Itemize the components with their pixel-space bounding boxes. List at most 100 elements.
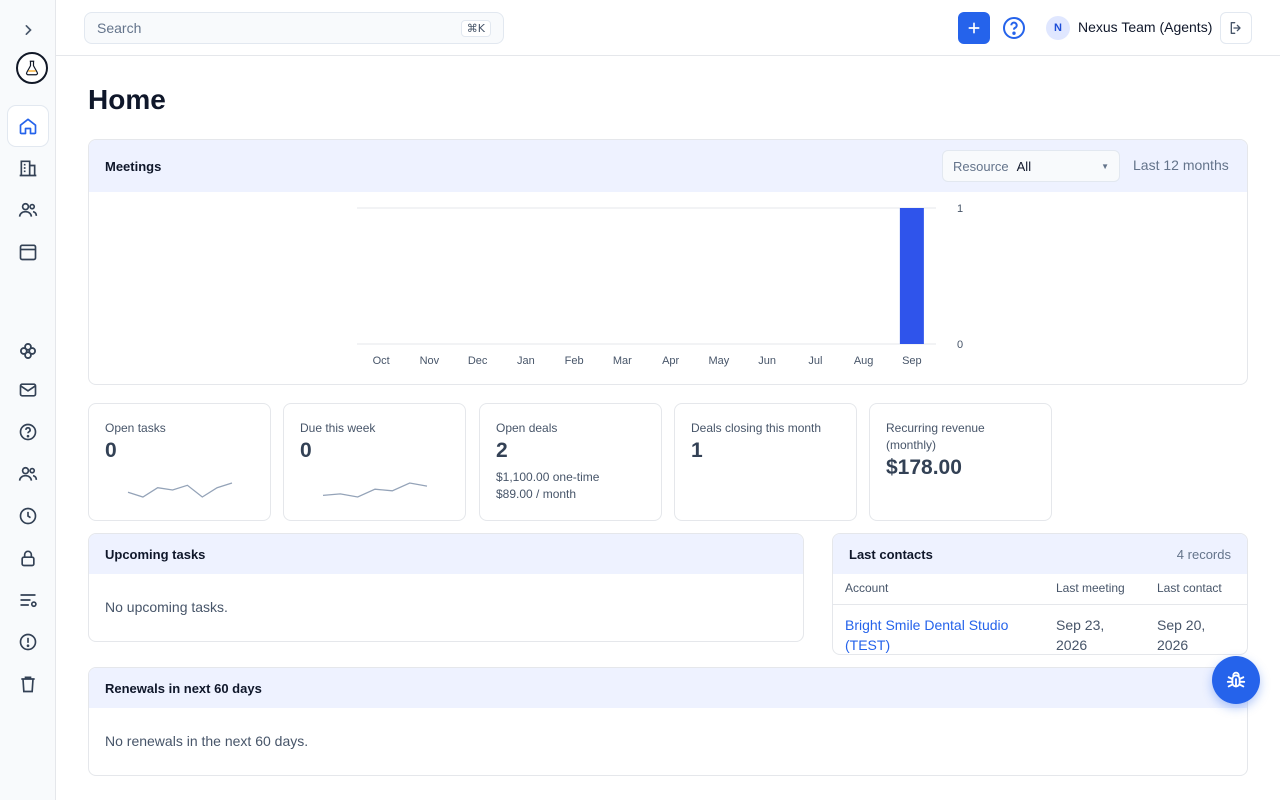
stat-card-open-deals: Open deals 2 $1,100.00 one-time $89.00 /… <box>479 403 662 521</box>
sidebar <box>0 0 56 800</box>
table-header-row: Account Last meeting Last contact <box>833 574 1247 605</box>
table-row[interactable]: Bright Smile Dental Studio (TEST) Sep 23… <box>833 605 1247 655</box>
users-icon <box>18 202 38 217</box>
last-meeting-cell: Sep 23, 2026 <box>1056 617 1105 653</box>
search-bar[interactable]: ⌘K <box>84 12 504 44</box>
calendar-icon <box>19 244 37 261</box>
resource-value: All <box>1016 158 1032 174</box>
x-tick-label: Jun <box>758 355 776 367</box>
y-tick-label: 0 <box>957 339 963 351</box>
column-header-last-meeting[interactable]: Last meeting <box>1044 574 1145 605</box>
team-avatar[interactable]: N <box>1046 16 1070 40</box>
stat-card-due-this-week: Due this week 0 <box>283 403 466 521</box>
sparkline <box>127 482 233 498</box>
bug-report-button[interactable] <box>1212 656 1260 704</box>
x-tick-label: Oct <box>373 355 390 367</box>
plus-icon <box>968 22 980 34</box>
search-shortcut: ⌘K <box>460 19 491 37</box>
app-logo[interactable] <box>16 52 48 84</box>
renewals-card: Renewals in next 60 days No renewals in … <box>88 667 1248 776</box>
last-contacts-title: Last contacts <box>849 546 933 562</box>
sidebar-item-mail[interactable] <box>8 370 48 410</box>
column-header-last-contact[interactable]: Last contact <box>1145 574 1247 605</box>
alert-icon <box>19 633 37 651</box>
stat-label: Recurring revenue (monthly) <box>886 421 985 452</box>
team-icon <box>18 466 38 481</box>
sidebar-item-trash[interactable] <box>8 664 48 704</box>
range-label[interactable]: Last 12 months <box>1133 157 1229 173</box>
sidebar-item-calendar[interactable] <box>8 232 48 272</box>
last-contacts-card: Last contacts 4 records Account Last mee… <box>832 533 1248 655</box>
sidebar-item-settings[interactable] <box>8 580 48 620</box>
last-contacts-header: Last contacts 4 records <box>833 534 1247 574</box>
meetings-chart: 0 1 Oct Nov Dec Jan Feb Mar Apr May Jun Jul Aug Sep <box>357 203 963 367</box>
records-count: 4 records <box>1176 547 1231 562</box>
stat-label: Deals closing this month <box>691 421 822 435</box>
x-tick-label: Aug <box>854 355 874 367</box>
stat-card-deals-closing: Deals closing this month 1 <box>674 403 857 521</box>
meetings-header: Meetings Resource All ▼ Last 12 months <box>89 140 1247 192</box>
home-icon <box>19 118 37 135</box>
lock-icon <box>21 550 35 567</box>
chevron-right-icon <box>25 25 32 36</box>
sidebar-item-team[interactable] <box>8 454 48 494</box>
x-tick-label: Mar <box>613 355 632 367</box>
sidebar-item-alerts[interactable] <box>8 622 48 662</box>
stat-value: 0 <box>105 439 117 462</box>
x-tick-label: Sep <box>902 355 922 367</box>
help-icon <box>19 423 37 441</box>
upcoming-tasks-empty: No upcoming tasks. <box>105 599 228 615</box>
meetings-title: Meetings <box>105 158 162 174</box>
renewals-empty: No renewals in the next 60 days. <box>105 733 309 749</box>
sidebar-item-help[interactable] <box>8 412 48 452</box>
list-settings-icon <box>20 594 37 608</box>
stat-sub-one-time: $1,100.00 one-time <box>496 470 600 484</box>
sidebar-item-security[interactable] <box>8 538 48 578</box>
expand-sidebar-button[interactable] <box>8 10 48 50</box>
meetings-card: Meetings Resource All ▼ Last 12 months 0… <box>88 139 1248 385</box>
mail-icon <box>19 383 37 397</box>
stat-card-open-tasks: Open tasks 0 <box>88 403 271 521</box>
sidebar-item-accounts[interactable] <box>8 148 48 188</box>
x-tick-label: Dec <box>468 355 488 367</box>
sidebar-item-home[interactable] <box>8 106 48 146</box>
clock-icon <box>19 507 37 525</box>
upcoming-tasks-title: Upcoming tasks <box>89 534 803 574</box>
stat-value: $178.00 <box>886 456 962 479</box>
sidebar-item-history[interactable] <box>8 496 48 536</box>
stat-label: Due this week <box>300 421 376 435</box>
integrations-icon <box>20 343 37 359</box>
sparkline-path <box>322 482 428 498</box>
sidebar-item-integrations[interactable] <box>8 331 48 371</box>
page-title: Home <box>88 84 166 115</box>
column-header-account[interactable]: Account <box>833 574 1044 605</box>
help-circle-icon <box>1003 17 1025 39</box>
account-link[interactable]: Bright Smile Dental Studio (TEST) <box>845 617 1009 653</box>
y-tick-label: 1 <box>957 203 963 215</box>
chart-bar-sep[interactable] <box>899 208 924 344</box>
renewals-title: Renewals in next 60 days <box>89 668 1247 708</box>
building-icon <box>19 160 37 177</box>
x-tick-label: Feb <box>565 355 584 367</box>
sidebar-item-contacts[interactable] <box>8 190 48 230</box>
x-tick-label: Jan <box>517 355 535 367</box>
sparkline-path <box>127 482 233 498</box>
x-tick-label: Nov <box>420 355 440 367</box>
contacts-table: Account Last meeting Last contact Bright… <box>833 574 1247 655</box>
logout-icon <box>1230 22 1241 34</box>
stat-value: 2 <box>496 439 508 462</box>
caret-down-icon: ▼ <box>1101 161 1109 171</box>
stat-card-recurring-revenue: Recurring revenue (monthly) $178.00 <box>869 403 1052 521</box>
resource-label: Resource <box>953 158 1009 174</box>
logout-button[interactable] <box>1220 12 1252 44</box>
resource-select[interactable]: Resource All ▼ <box>942 150 1120 182</box>
add-button[interactable] <box>958 12 990 44</box>
x-tick-label: May <box>708 355 729 367</box>
team-name[interactable]: Nexus Team (Agents) <box>1078 19 1213 35</box>
flask-icon <box>25 60 39 76</box>
help-button[interactable] <box>1002 16 1026 40</box>
search-input[interactable] <box>97 20 461 36</box>
stat-value: 0 <box>300 439 312 462</box>
stat-label: Open deals <box>496 421 558 435</box>
sparkline <box>322 482 428 498</box>
